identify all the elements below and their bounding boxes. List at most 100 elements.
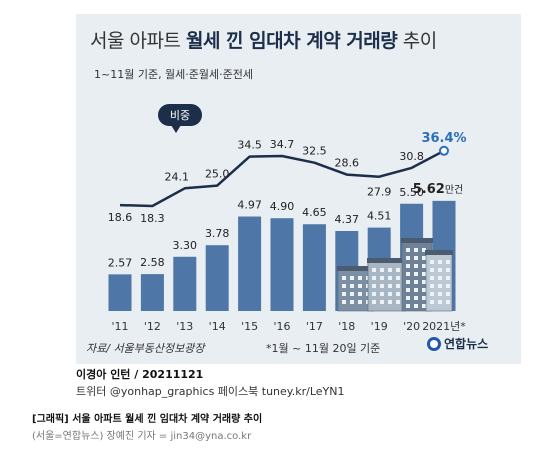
line-label-1: 18.3 [140, 212, 165, 225]
x-tick-10: 2021년* [422, 320, 466, 333]
building-window [414, 280, 418, 284]
bar-label-3: 3.78 [205, 227, 230, 240]
series-legend-bubble: 비중 [158, 104, 202, 133]
building-window [446, 300, 450, 304]
x-tick-8: '19 [371, 320, 388, 333]
building-window [430, 292, 434, 296]
bar-0 [108, 274, 132, 311]
building-window [350, 284, 354, 288]
building-window [430, 260, 434, 264]
logo-text: 연합뉴스 [444, 337, 489, 351]
x-tick-5: '16 [273, 320, 290, 333]
building-window [414, 288, 418, 292]
building-window [446, 292, 450, 296]
line-label-2: 24.1 [165, 170, 190, 183]
bar-label-4: 4.97 [237, 199, 262, 212]
building-window [358, 284, 362, 288]
building-window [438, 300, 442, 304]
x-tick-4: '15 [241, 320, 258, 333]
building-window [372, 292, 376, 296]
building-window [430, 300, 434, 304]
building-window [396, 300, 400, 304]
building-window [342, 292, 346, 296]
x-tick-2: '13 [176, 320, 193, 333]
line-label-8: 27.9 [367, 186, 392, 199]
building-window [414, 304, 418, 308]
building-window [438, 276, 442, 280]
bar-label-2: 3.30 [173, 239, 198, 252]
building-window [430, 268, 434, 272]
bar-label-9: 5.50 [399, 186, 424, 199]
building-window [446, 276, 450, 280]
building-window [358, 292, 362, 296]
building-window [414, 264, 418, 268]
building-window [422, 304, 426, 308]
building-window [446, 284, 450, 288]
building-window [414, 296, 418, 300]
building-window [350, 276, 354, 280]
building-roof-3 [425, 250, 453, 255]
bar-label-0: 2.57 [108, 256, 133, 269]
building-window [396, 268, 400, 272]
building-window [422, 280, 426, 284]
building-window [342, 300, 346, 304]
building-window [358, 276, 362, 280]
share-line [119, 149, 445, 208]
building-window [430, 284, 434, 288]
building-window [406, 304, 410, 308]
bar-2 [173, 256, 197, 311]
bar-4 [238, 216, 262, 311]
source-note: 자료/ 서울부동산정보광장 [86, 342, 205, 355]
building-window [438, 292, 442, 296]
building-window [422, 264, 426, 268]
bar-6 [302, 224, 326, 311]
building-window [406, 256, 410, 260]
building-window [422, 288, 426, 292]
x-tick-7: '18 [338, 320, 355, 333]
building-window [380, 292, 384, 296]
social-links: 트위터 @yonhap_graphics 페이스북 tuney.kr/LeYN1 [76, 385, 345, 398]
building-window [380, 300, 384, 304]
author-line: 이경아 인턴 / 20211121 [76, 368, 204, 381]
line-label-0: 18.6 [108, 211, 133, 224]
line-label-6: 32.5 [302, 145, 327, 158]
building-window [388, 268, 392, 272]
building-window [372, 300, 376, 304]
bar-label-8: 4.51 [367, 210, 392, 223]
line-label-group: 18.6 18.3 24.1 25.0 34.5 34.7 32.5 28.6 27.9 30.8… [108, 131, 467, 225]
building-window [372, 276, 376, 280]
chart-card: 서울 아파트 월세 낀 임대차 계약 거래량 추이 1~11월 기준, 월세·준… [76, 14, 521, 364]
building-window [414, 248, 418, 252]
building-window [342, 276, 346, 280]
footnote: *1월 ~ 11월 20일 기준 [266, 342, 381, 355]
x-tick-6: '17 [306, 320, 323, 333]
line-point-group [439, 145, 449, 156]
bar-label-6: 4.65 [302, 206, 327, 219]
building-window [388, 292, 392, 296]
line-label-5: 34.7 [270, 138, 295, 151]
building-window [380, 268, 384, 272]
building-window [350, 300, 354, 304]
building-window [350, 292, 354, 296]
building-window [406, 264, 410, 268]
line-point-10 [439, 145, 449, 156]
building-window [422, 248, 426, 252]
bar-label-unit: 만건 [445, 184, 463, 196]
x-axis-labels: '11 '12 '13 '14 '15 '16 '17 '18 '19 '20 2021년* [111, 320, 466, 333]
x-tick-0: '11 [111, 320, 128, 333]
building-window [406, 272, 410, 276]
building-window [388, 276, 392, 280]
bar-1 [140, 274, 164, 311]
bar-5 [270, 218, 294, 311]
building-window [358, 300, 362, 304]
legend-bubble-tail [171, 125, 181, 133]
bar-3 [205, 245, 229, 311]
building-window [422, 272, 426, 276]
building-window [372, 284, 376, 288]
chart-subtitle: 1~11월 기준, 월세·준월세·준전세 [94, 68, 254, 81]
building-window [438, 268, 442, 272]
combo-chart: 2.57 2.58 3.30 3.78 4.97 4.90 4.65 4.37 4.51 5.50… [108, 104, 467, 333]
yonhap-logo: 연합뉴스 [427, 335, 488, 352]
building-roof-2 [401, 238, 433, 243]
building-window [396, 276, 400, 280]
